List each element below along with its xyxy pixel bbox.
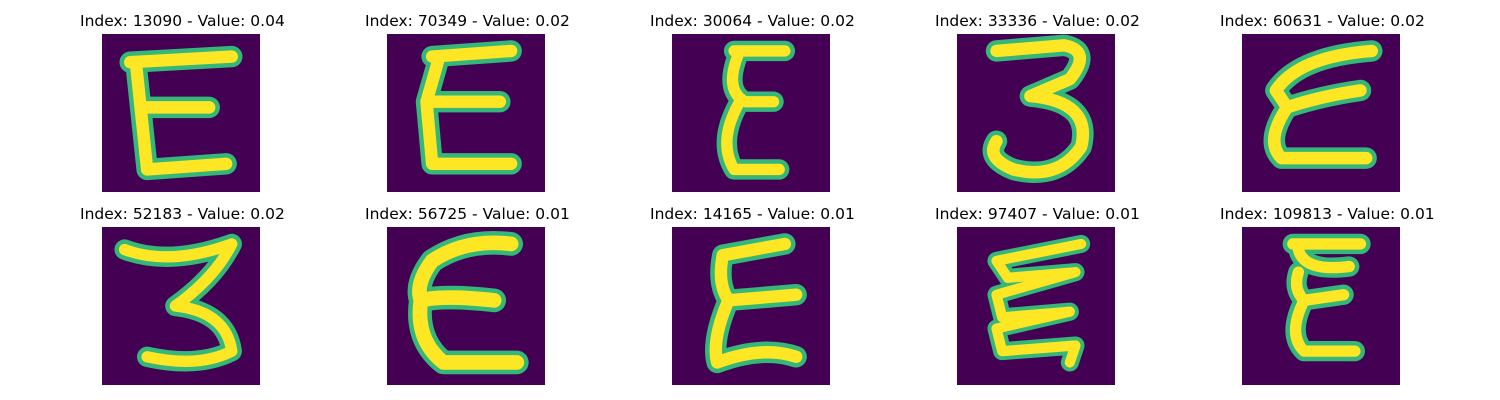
panel-title: Index: 97407 - Value: 0.01 <box>935 205 1140 223</box>
handwritten-digit-image <box>387 227 545 385</box>
digit-panel: Index: 97407 - Value: 0.01 <box>935 205 1140 395</box>
panel-title: Index: 52183 - Value: 0.02 <box>80 205 285 223</box>
digit-glyph <box>114 233 242 372</box>
panel-title: Index: 60631 - Value: 0.02 <box>1220 12 1425 30</box>
digit-glyph <box>407 230 529 375</box>
handwritten-digit-image <box>1242 227 1400 385</box>
digit-glyph <box>987 234 1091 372</box>
handwritten-digit-image <box>957 34 1115 192</box>
digit-panel: Index: 52183 - Value: 0.02 <box>80 205 285 395</box>
digit-panel: Index: 30064 - Value: 0.02 <box>650 12 855 202</box>
handwritten-digit-image <box>672 34 830 192</box>
digit-panel: Index: 13090 - Value: 0.04 <box>80 12 285 202</box>
panel-title: Index: 30064 - Value: 0.02 <box>650 12 855 30</box>
handwritten-digit-image <box>387 34 545 192</box>
panel-title: Index: 13090 - Value: 0.04 <box>80 12 285 30</box>
panel-title: Index: 56725 - Value: 0.01 <box>365 205 570 223</box>
digit-panel: Index: 33336 - Value: 0.02 <box>935 12 1140 202</box>
digit-glyph <box>1282 233 1371 362</box>
panel-title: Index: 33336 - Value: 0.02 <box>935 12 1140 30</box>
digit-glyph <box>1263 40 1383 169</box>
digit-panel: Index: 70349 - Value: 0.02 <box>365 12 570 202</box>
digit-panel: Index: 14165 - Value: 0.01 <box>650 205 855 395</box>
digit-glyph <box>982 34 1094 183</box>
digit-glyph <box>716 40 796 180</box>
panel-title: Index: 14165 - Value: 0.01 <box>650 205 855 223</box>
handwritten-digit-image <box>1242 34 1400 192</box>
digit-panel: Index: 60631 - Value: 0.02 <box>1220 12 1425 202</box>
handwritten-digit-image <box>102 227 260 385</box>
digit-panel: Index: 56725 - Value: 0.01 <box>365 205 570 395</box>
panel-title: Index: 109813 - Value: 0.01 <box>1220 205 1435 223</box>
panel-title: Index: 70349 - Value: 0.02 <box>365 12 570 30</box>
handwritten-digit-image <box>672 227 830 385</box>
digit-glyph <box>705 233 807 374</box>
digit-panel: Index: 109813 - Value: 0.01 <box>1220 205 1435 395</box>
handwritten-digit-image <box>957 227 1115 385</box>
handwritten-digit-image <box>102 34 260 192</box>
digit-glyph <box>415 40 522 175</box>
digit-glyph <box>119 45 243 181</box>
